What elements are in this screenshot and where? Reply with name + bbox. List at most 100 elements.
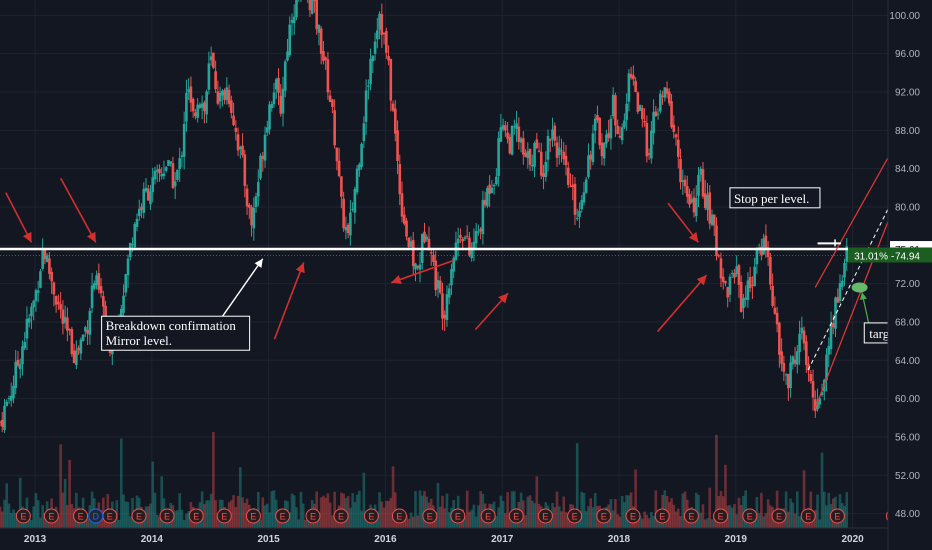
candle-body xyxy=(169,161,172,164)
candle-body xyxy=(721,276,725,283)
candle-body xyxy=(544,161,548,178)
candle-body xyxy=(818,398,822,405)
volume-bar xyxy=(328,502,332,528)
volume-bar xyxy=(214,500,217,528)
candle-body xyxy=(7,398,11,400)
candle-body xyxy=(81,334,85,341)
candle-body xyxy=(805,341,808,365)
candle-body xyxy=(683,179,687,187)
candle-body xyxy=(510,125,514,155)
volume-bar xyxy=(236,495,240,528)
volume-bar xyxy=(117,519,121,528)
volume-bar xyxy=(420,495,424,528)
volume-bar xyxy=(292,495,296,528)
candle-body xyxy=(326,59,330,93)
candle-body xyxy=(36,290,40,293)
candle-body xyxy=(483,199,487,205)
candle-body xyxy=(39,271,42,288)
candle-body xyxy=(378,13,381,30)
candle-body xyxy=(182,124,186,157)
volume-bar xyxy=(820,452,824,528)
candle-body xyxy=(167,160,170,166)
candle-body xyxy=(295,0,298,18)
volume-bar xyxy=(288,512,292,528)
candle-body xyxy=(623,120,626,128)
candle-body xyxy=(88,310,92,335)
volume-bar xyxy=(825,505,828,528)
candle-body xyxy=(99,286,103,294)
y-tick-label: 100.00 xyxy=(889,11,920,22)
earnings-marker-letter: E xyxy=(193,512,199,522)
volume-bar xyxy=(710,519,714,528)
candle-body xyxy=(227,89,231,104)
earnings-marker-icon xyxy=(537,508,553,524)
candle-body xyxy=(351,208,354,211)
candle-body xyxy=(429,252,433,254)
candle-body xyxy=(14,361,18,388)
candle-body xyxy=(90,285,94,308)
volume-bar xyxy=(510,491,514,528)
candle-body xyxy=(393,108,397,134)
candle-body xyxy=(434,260,438,291)
candle-body xyxy=(600,142,604,157)
candle-body xyxy=(310,0,314,14)
volume-bar xyxy=(281,519,285,528)
earnings-marker-letter: E xyxy=(338,512,344,522)
candle-body xyxy=(438,280,442,293)
candle-body xyxy=(158,168,161,174)
volume-bar xyxy=(620,495,624,528)
volume-bar xyxy=(180,509,184,528)
candle-body xyxy=(360,143,363,168)
candle-body xyxy=(144,187,148,192)
candle-body xyxy=(18,364,22,370)
volume-bar xyxy=(351,493,354,528)
candle-body xyxy=(566,167,570,185)
candle-body xyxy=(573,183,577,215)
candle-body xyxy=(171,163,175,188)
candle-body xyxy=(802,330,806,344)
candle-body xyxy=(748,276,752,289)
candle-body xyxy=(308,0,312,11)
candle-body xyxy=(672,124,676,133)
earnings-marker-icon xyxy=(43,508,59,524)
volume-bar xyxy=(333,491,336,528)
candle-body xyxy=(416,266,420,268)
candle-body xyxy=(447,288,451,298)
volume-bar xyxy=(793,513,797,528)
candle-body xyxy=(261,155,265,159)
earnings-marker-letter: E xyxy=(718,512,724,522)
volume-bar xyxy=(268,512,271,528)
volume-bar xyxy=(59,444,62,528)
volume-bar xyxy=(562,496,566,528)
candle-body xyxy=(335,147,339,162)
candle-body xyxy=(495,176,498,185)
volume-bar xyxy=(241,497,244,528)
stop-annotation-box xyxy=(729,187,821,209)
candle-body xyxy=(86,329,89,334)
volume-bar xyxy=(587,506,590,528)
volume-bar xyxy=(216,516,220,528)
volume-bar xyxy=(207,500,211,528)
candle-body xyxy=(281,88,285,114)
volume-bar xyxy=(766,499,770,528)
candle-body xyxy=(560,150,563,152)
candle-body xyxy=(292,16,296,24)
candle-body xyxy=(445,294,449,320)
candle-body xyxy=(479,228,482,232)
volume-bar xyxy=(41,505,44,528)
volume-bar xyxy=(638,516,642,528)
volume-bar xyxy=(672,504,676,528)
volume-bar xyxy=(61,492,65,528)
volume-bar xyxy=(659,519,662,528)
candle-body xyxy=(632,75,635,80)
candle-body xyxy=(196,104,199,118)
candle-body xyxy=(813,399,817,411)
candle-body xyxy=(742,298,745,309)
volume-bar xyxy=(290,493,294,528)
candle-body xyxy=(780,351,783,364)
volume-bar xyxy=(205,500,208,528)
volume-bar xyxy=(650,512,653,528)
candle-body xyxy=(524,152,527,158)
volume-bar xyxy=(737,497,741,528)
